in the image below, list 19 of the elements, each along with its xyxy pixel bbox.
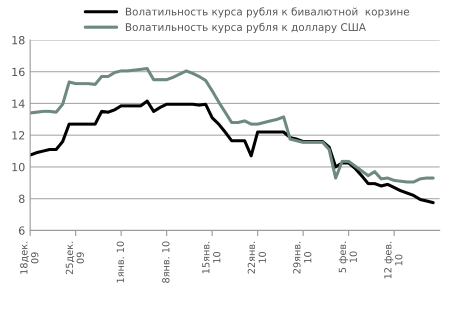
x-tick-label: 5 фев. 10: [338, 242, 357, 272]
legend-label: Волатильность курса рубля к доллару США: [126, 22, 366, 34]
y-tick-label: 6: [18, 226, 25, 235]
x-tick-label: 29янв. 10: [293, 242, 312, 274]
x-tick-label: 18дек. 09: [20, 242, 38, 274]
x-tick-label: 12 фев. 10: [384, 242, 402, 278]
x-tick-label: 22янв. 10: [248, 242, 266, 274]
y-tick-label: 10: [12, 162, 25, 172]
y-tick-label: 14: [12, 100, 25, 108]
y-tick-label: 16: [12, 68, 25, 76]
x-tick-label: 25дек. 09: [66, 242, 84, 274]
x-tick-label: 8янв. 10: [162, 241, 170, 283]
y-tick-label: 18: [12, 36, 25, 44]
y-tick-label: 12: [12, 131, 24, 140]
legend-label: Волатильность курса рубля к бивалютной корзине: [126, 7, 410, 18]
line-series: [30, 67, 435, 184]
x-tick-label: 15янв. 10: [202, 242, 220, 274]
x-tick-label: 1янв. 10: [116, 241, 124, 282]
y-tick-label: 8: [18, 194, 25, 204]
